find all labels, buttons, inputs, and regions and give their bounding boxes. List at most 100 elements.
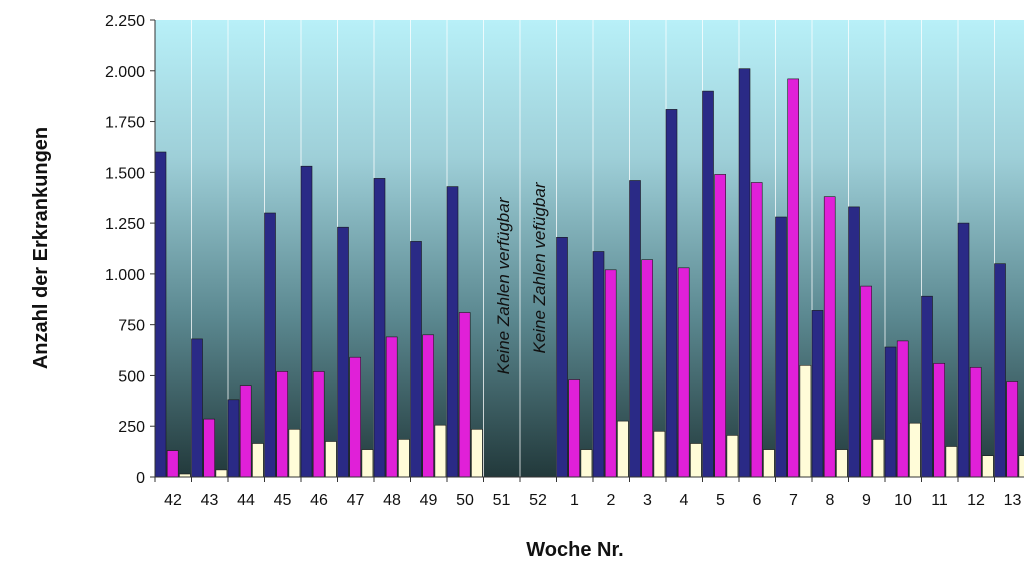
bar [629, 180, 641, 478]
bar [957, 222, 970, 478]
bar [836, 449, 848, 478]
bar [641, 259, 654, 478]
bar [1018, 455, 1024, 478]
y-tick-label: 500 [118, 368, 145, 385]
y-tick-label: 0 [136, 470, 145, 487]
bar [227, 399, 240, 478]
bar [726, 435, 739, 478]
x-tick-label: 50 [456, 492, 474, 509]
x-tick-label: 5 [716, 492, 725, 509]
x-tick-label: 52 [529, 492, 547, 509]
bar [921, 295, 933, 478]
bar [775, 216, 787, 478]
bar [909, 422, 921, 478]
bar [471, 428, 483, 478]
x-tick-label: 43 [201, 492, 219, 509]
bar [349, 356, 362, 478]
bar [422, 334, 435, 478]
bar [191, 338, 203, 478]
bar [604, 269, 617, 478]
bar [385, 336, 398, 478]
bar [872, 439, 885, 478]
x-tick-label: 10 [894, 492, 912, 509]
bar [799, 364, 812, 478]
bar [215, 469, 228, 478]
bar [787, 78, 800, 478]
y-tick-label: 1.250 [105, 216, 145, 233]
annotation-no-data-2: Keine Zahlen vefügbar [530, 181, 549, 353]
x-tick-label: 45 [274, 492, 292, 509]
bar [264, 212, 276, 478]
y-tick-label: 750 [118, 318, 145, 335]
bar [653, 430, 666, 478]
bar [337, 226, 349, 478]
bar [446, 186, 459, 478]
bar [239, 385, 252, 478]
bar [763, 449, 775, 478]
bar [969, 366, 982, 478]
x-tick-label: 44 [237, 492, 255, 509]
bar [690, 443, 702, 478]
x-tick-label: 47 [347, 492, 365, 509]
bar [166, 450, 179, 478]
y-tick-label: 1.750 [105, 115, 145, 132]
x-tick-label: 9 [862, 492, 871, 509]
bar [373, 178, 386, 478]
y-tick-label: 1.500 [105, 165, 145, 182]
x-tick-label: 3 [643, 492, 652, 509]
bar [860, 285, 873, 478]
x-tick-label: 49 [420, 492, 438, 509]
x-tick-label: 6 [753, 492, 762, 509]
bar [823, 196, 836, 478]
x-tick-label: 7 [789, 492, 798, 509]
bar [677, 267, 690, 478]
x-tick-label: 8 [826, 492, 835, 509]
y-tick-label: 2.250 [105, 13, 145, 30]
bar [884, 346, 897, 478]
x-tick-label: 42 [164, 492, 182, 509]
bar [434, 424, 447, 478]
x-tick-label: 2 [607, 492, 616, 509]
bar [398, 439, 410, 478]
bar [665, 109, 678, 478]
y-axis-label: Anzahl der Erkrankungen [30, 127, 52, 369]
bar [361, 449, 374, 478]
bar [276, 371, 289, 478]
bar [312, 371, 325, 478]
bar [300, 165, 313, 478]
bar [580, 449, 593, 478]
bar [288, 428, 301, 478]
bar [458, 312, 471, 478]
bar [556, 237, 568, 478]
x-tick-label: 13 [1004, 492, 1022, 509]
y-tick-label: 2.000 [105, 64, 145, 81]
bar [896, 340, 909, 478]
bar [714, 174, 727, 478]
x-tick-label: 4 [680, 492, 689, 509]
bar [203, 418, 215, 478]
bar [592, 251, 605, 478]
bar [410, 241, 422, 478]
x-tick-label: 46 [310, 492, 328, 509]
bar [994, 263, 1006, 478]
bar [933, 362, 946, 478]
bar [568, 379, 581, 478]
x-tick-label: 51 [493, 492, 511, 509]
y-tick-label: 1.000 [105, 267, 145, 284]
bar [811, 310, 824, 478]
x-tick-label: 11 [931, 492, 948, 509]
annotation-no-data-1: Keine Zahlen verfügbar [494, 196, 513, 374]
bar [702, 90, 714, 478]
bar [738, 68, 751, 478]
bar [945, 446, 958, 478]
x-tick-label: 1 [570, 492, 579, 509]
x-axis-label: Woche Nr. [526, 539, 623, 561]
plot-area [155, 20, 1024, 477]
x-tick-label: 48 [383, 492, 401, 509]
bar [982, 455, 994, 478]
bar [154, 151, 167, 478]
bar [1006, 381, 1019, 478]
bar [325, 441, 337, 478]
